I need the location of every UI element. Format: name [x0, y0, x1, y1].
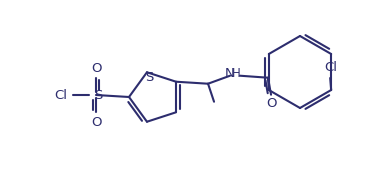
- Text: H: H: [232, 67, 240, 80]
- Text: Cl: Cl: [54, 88, 67, 101]
- Text: Cl: Cl: [325, 61, 338, 73]
- Text: O: O: [91, 61, 101, 75]
- Text: O: O: [91, 116, 101, 129]
- Text: S: S: [94, 88, 102, 101]
- Text: S: S: [145, 71, 153, 84]
- Text: N: N: [225, 67, 235, 80]
- Text: O: O: [266, 97, 276, 110]
